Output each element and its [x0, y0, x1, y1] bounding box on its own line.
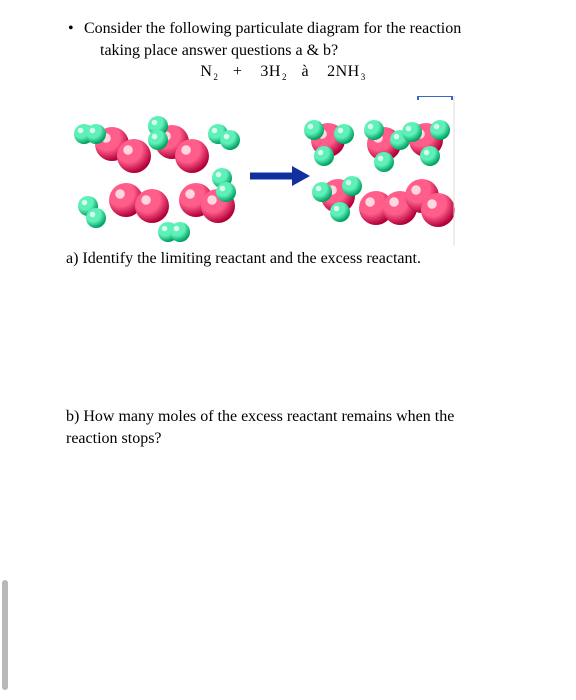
reaction-equation: N2 + 3H2 à 2NH3 [56, 63, 511, 82]
prompt-line-2: taking place answer questions a & b? [66, 40, 511, 62]
scrollbar-thumb[interactable] [2, 580, 8, 690]
question-a: a) Identify the limiting reactant and th… [66, 248, 506, 270]
particulate-diagram [66, 96, 458, 246]
question-b: b) How many moles of the excess reactant… [66, 406, 506, 449]
prompt-line-1: Consider the following particulate diagr… [66, 18, 511, 40]
